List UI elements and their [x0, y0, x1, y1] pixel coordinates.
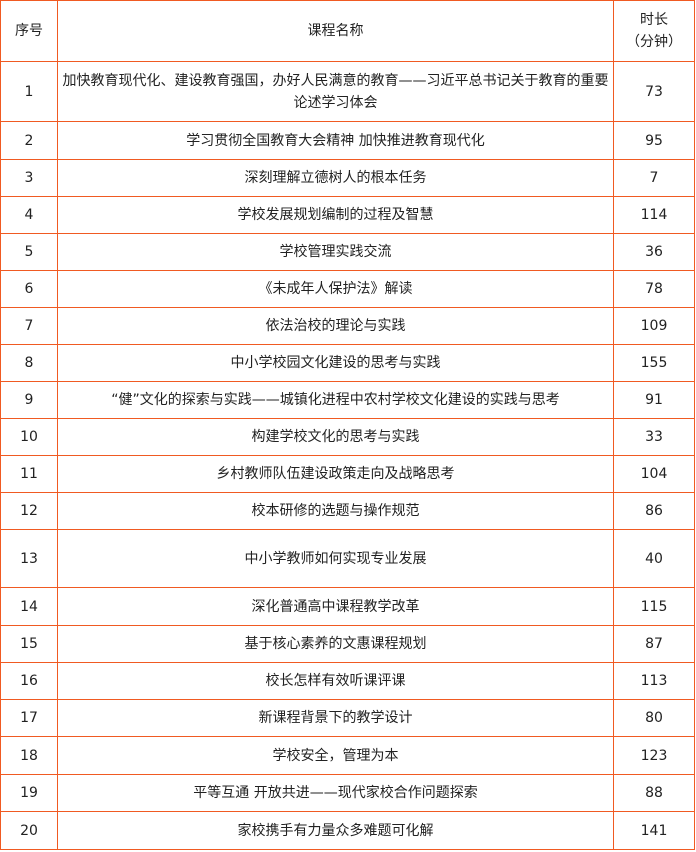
row-minutes: 86 [613, 492, 695, 530]
row-index: 1 [0, 61, 58, 122]
row-index: 5 [0, 233, 58, 271]
row-minutes: 123 [613, 736, 695, 775]
row-course-name: 基于核心素养的文惠课程规划 [57, 625, 614, 663]
table-row: 12 校本研修的选题与操作规范 86 [0, 492, 695, 530]
table-row: 5 学校管理实践交流 36 [0, 233, 695, 271]
row-index: 7 [0, 307, 58, 345]
row-course-name: 中小学教师如何实现专业发展 [57, 529, 614, 588]
table-row: 3 深刻理解立德树人的根本任务 7 [0, 159, 695, 197]
row-course-name: 学校安全，管理为本 [57, 736, 614, 775]
row-course-name: 校长怎样有效听课评课 [57, 662, 614, 700]
row-index: 6 [0, 270, 58, 308]
table-row: 18 学校安全，管理为本 123 [0, 736, 695, 775]
row-course-name: 新课程背景下的教学设计 [57, 699, 614, 737]
row-course-name: 平等互通 开放共进——现代家校合作问题探索 [57, 774, 614, 812]
header-index: 序号 [0, 0, 58, 62]
table-row: 2 学习贯彻全国教育大会精神 加快推进教育现代化 95 [0, 121, 695, 160]
table-row: 1 加快教育现代化、建设教育强国，办好人民满意的教育——习近平总书记关于教育的重要… [0, 61, 695, 122]
row-course-name: 学校发展规划编制的过程及智慧 [57, 196, 614, 234]
table-row: 19 平等互通 开放共进——现代家校合作问题探索 88 [0, 774, 695, 812]
row-index: 12 [0, 492, 58, 530]
table-row: 10 构建学校文化的思考与实践 33 [0, 418, 695, 456]
table-row: 15 基于核心素养的文惠课程规划 87 [0, 625, 695, 663]
header-name: 课程名称 [57, 0, 614, 62]
row-index: 9 [0, 381, 58, 419]
row-minutes: 78 [613, 270, 695, 308]
row-index: 4 [0, 196, 58, 234]
row-minutes: 36 [613, 233, 695, 271]
row-index: 11 [0, 455, 58, 493]
row-course-name: 乡村教师队伍建设政策走向及战略思考 [57, 455, 614, 493]
table-row: 8 中小学校园文化建设的思考与实践 155 [0, 344, 695, 382]
row-index: 8 [0, 344, 58, 382]
row-minutes: 87 [613, 625, 695, 663]
row-course-name: 构建学校文化的思考与实践 [57, 418, 614, 456]
row-index: 13 [0, 529, 58, 588]
header-duration: 时长 （分钟） [613, 0, 695, 62]
table-row: 17 新课程背景下的教学设计 80 [0, 699, 695, 737]
row-minutes: 155 [613, 344, 695, 382]
header-row: 序号 课程名称 时长 （分钟） [0, 0, 695, 62]
row-index: 10 [0, 418, 58, 456]
table-row: 4 学校发展规划编制的过程及智慧 114 [0, 196, 695, 234]
row-index: 20 [0, 811, 58, 850]
table-row: 16 校长怎样有效听课评课 113 [0, 662, 695, 700]
table-body: 1 加快教育现代化、建设教育强国，办好人民满意的教育——习近平总书记关于教育的重要… [0, 61, 695, 850]
row-minutes: 95 [613, 121, 695, 160]
row-course-name: 深化普通高中课程教学改革 [57, 587, 614, 626]
header-duration-line2: （分钟） [626, 34, 682, 50]
row-index: 2 [0, 121, 58, 160]
table-row: 9 “健”文化的探索与实践——城镇化进程中农村学校文化建设的实践与思考 91 [0, 381, 695, 419]
row-course-name: 《未成年人保护法》解读 [57, 270, 614, 308]
header-duration-line1: 时长 [640, 12, 668, 28]
table-row: 7 依法治校的理论与实践 109 [0, 307, 695, 345]
row-course-name: 中小学校园文化建设的思考与实践 [57, 344, 614, 382]
row-minutes: 91 [613, 381, 695, 419]
row-minutes: 109 [613, 307, 695, 345]
row-index: 15 [0, 625, 58, 663]
row-minutes: 104 [613, 455, 695, 493]
row-minutes: 113 [613, 662, 695, 700]
table-row: 11 乡村教师队伍建设政策走向及战略思考 104 [0, 455, 695, 493]
table-row: 13 中小学教师如何实现专业发展 40 [0, 529, 695, 588]
row-course-name: 学习贯彻全国教育大会精神 加快推进教育现代化 [57, 121, 614, 160]
row-course-name: “健”文化的探索与实践——城镇化进程中农村学校文化建设的实践与思考 [57, 381, 614, 419]
row-index: 18 [0, 736, 58, 775]
row-minutes: 73 [613, 61, 695, 122]
row-minutes: 88 [613, 774, 695, 812]
row-index: 16 [0, 662, 58, 700]
row-index: 14 [0, 587, 58, 626]
row-index: 3 [0, 159, 58, 197]
table-row: 14 深化普通高中课程教学改革 115 [0, 587, 695, 626]
row-minutes: 7 [613, 159, 695, 197]
row-index: 19 [0, 774, 58, 812]
row-minutes: 114 [613, 196, 695, 234]
row-minutes: 115 [613, 587, 695, 626]
row-minutes: 40 [613, 529, 695, 588]
table-row: 20 家校携手有力量众多难题可化解 141 [0, 811, 695, 850]
row-minutes: 141 [613, 811, 695, 850]
row-course-name: 校本研修的选题与操作规范 [57, 492, 614, 530]
table-row: 6 《未成年人保护法》解读 78 [0, 270, 695, 308]
row-course-name: 家校携手有力量众多难题可化解 [57, 811, 614, 850]
row-course-name: 加快教育现代化、建设教育强国，办好人民满意的教育——习近平总书记关于教育的重要论… [57, 61, 614, 122]
row-course-name: 学校管理实践交流 [57, 233, 614, 271]
row-minutes: 33 [613, 418, 695, 456]
row-course-name: 依法治校的理论与实践 [57, 307, 614, 345]
row-index: 17 [0, 699, 58, 737]
row-course-name: 深刻理解立德树人的根本任务 [57, 159, 614, 197]
row-minutes: 80 [613, 699, 695, 737]
